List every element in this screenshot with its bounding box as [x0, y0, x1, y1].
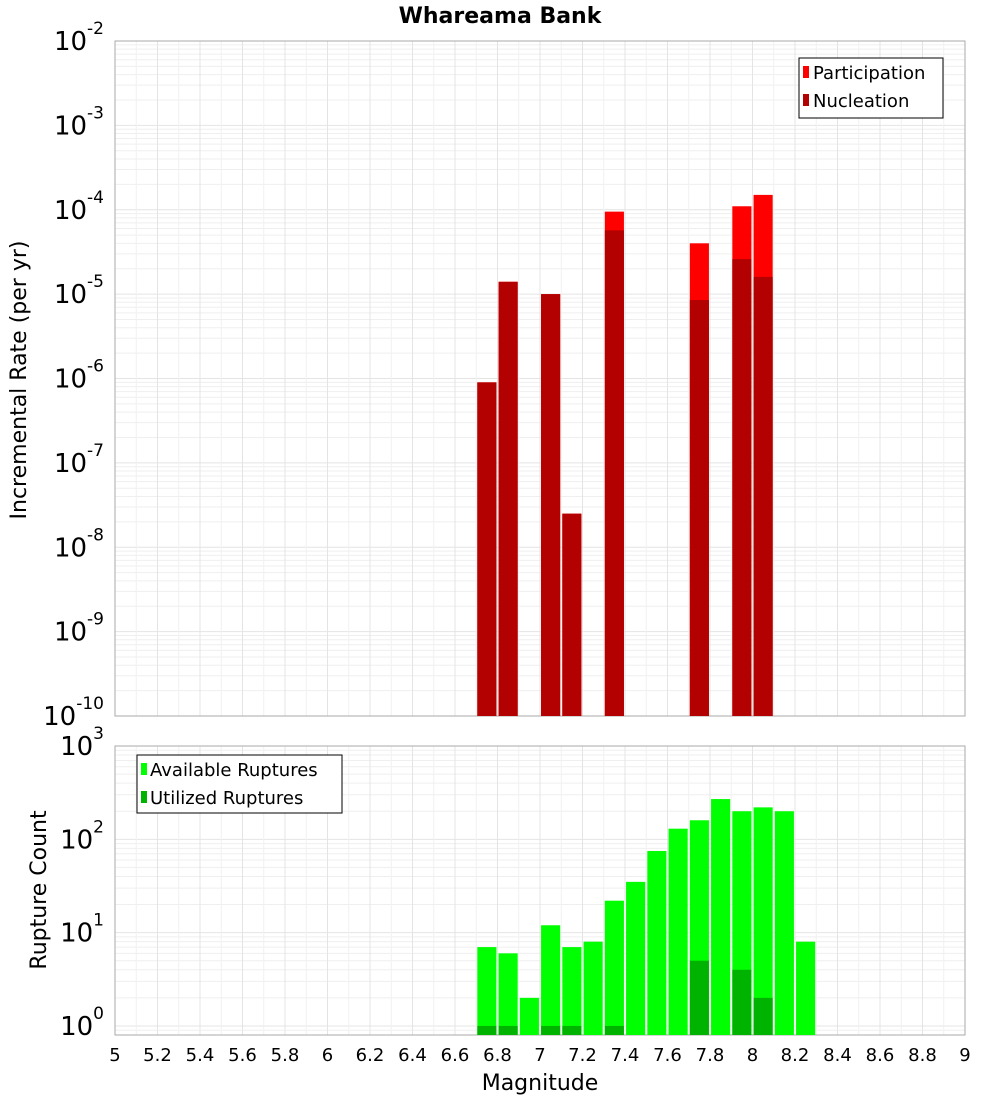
rate-legend-box: [798, 57, 944, 119]
x-tick-label: 8.6: [866, 1045, 895, 1066]
x-tick-label: 6.8: [483, 1045, 512, 1066]
participation-legend-label: Participation: [813, 63, 925, 84]
x-tick-label: 9: [959, 1045, 970, 1066]
utilized-rupture-bar: [689, 960, 709, 1035]
nucleation-bar: [562, 513, 582, 716]
utilized-rupture-bar: [562, 1025, 582, 1035]
x-tick-label: 5.4: [186, 1045, 215, 1066]
x-tick-label: 8.8: [908, 1045, 937, 1066]
available-rupture-bar: [498, 953, 518, 1035]
x-tick-label: 8.2: [781, 1045, 810, 1066]
utilized-rupture-bar: [604, 1025, 624, 1035]
count-legend-box: [136, 754, 343, 814]
available-rupture-bar: [541, 925, 561, 1035]
x-tick-label: 7.2: [568, 1045, 597, 1066]
chart-title: Whareama Bank: [399, 4, 603, 29]
nucleation-bar: [477, 382, 497, 716]
rate-y-tick-label: 10-9: [54, 610, 104, 648]
nucleation-bar: [753, 276, 773, 716]
nucleation-bar: [689, 300, 709, 716]
x-tick-label: 5.6: [228, 1045, 257, 1066]
count-y-tick-label: 102: [60, 817, 104, 855]
utilized-rupture-bars: [477, 960, 773, 1035]
count-grid: [114, 745, 966, 1036]
x-tick-label: 8: [747, 1045, 758, 1066]
x-tick-label: 6.4: [398, 1045, 427, 1066]
count-plot-frame: [114, 745, 966, 1036]
rate-y-tick-label: 10-2: [54, 19, 104, 57]
nucleation-legend-label: Nucleation: [813, 91, 909, 112]
utilized-legend-swatch: [141, 791, 147, 803]
utilized-rupture-bar: [541, 1025, 561, 1035]
rate-grid: [114, 40, 966, 717]
nucleation-bar: [732, 259, 752, 716]
nucleation-bars: [477, 230, 773, 716]
x-tick-label: 6.2: [356, 1045, 385, 1066]
rate-y-tick-label: 10-4: [54, 188, 104, 226]
rate-y-axis-label: Incremental Rate (per yr): [7, 241, 32, 520]
available-rupture-bar: [583, 941, 603, 1035]
rate-y-tick-label: 10-7: [54, 441, 104, 479]
utilized-rupture-bar: [753, 997, 773, 1035]
available-legend-swatch: [141, 763, 147, 775]
available-rupture-bar: [753, 807, 773, 1035]
x-axis-label: Magnitude: [482, 1071, 599, 1096]
count-y-axis-label: Rupture Count: [27, 810, 52, 970]
count-legend: Available Ruptures Utilized Ruptures: [136, 754, 343, 814]
available-rupture-bar: [711, 799, 731, 1035]
x-tick-label: 5.8: [271, 1045, 300, 1066]
count-y-tick-label: 101: [60, 911, 104, 949]
nucleation-legend-swatch: [803, 94, 809, 106]
nucleation-bar: [541, 294, 561, 716]
nucleation-bar: [604, 230, 624, 716]
x-tick-label: 5.2: [143, 1045, 172, 1066]
rate-y-tick-label: 10-6: [54, 357, 104, 395]
available-legend-label: Available Ruptures: [150, 760, 318, 781]
x-tick-label: 6.6: [441, 1045, 470, 1066]
utilized-rupture-bar: [498, 1025, 518, 1035]
rate-legend: Participation Nucleation: [798, 57, 944, 119]
available-rupture-bar: [668, 828, 688, 1035]
utilized-legend-label: Utilized Ruptures: [150, 788, 303, 809]
available-rupture-bar: [626, 881, 646, 1035]
x-tick-label: 6: [322, 1045, 333, 1066]
x-tick-label: 7.6: [653, 1045, 682, 1066]
available-rupture-bar: [796, 941, 816, 1035]
rate-y-tick-label: 10-5: [54, 272, 104, 310]
available-rupture-bars: [477, 799, 816, 1035]
x-tick-label: 7: [534, 1045, 545, 1066]
rate-y-tick-label: 10-8: [54, 525, 104, 563]
available-rupture-bar: [477, 947, 497, 1035]
utilized-rupture-bar: [732, 969, 752, 1035]
available-rupture-bar: [647, 850, 667, 1035]
utilized-rupture-bar: [477, 1025, 497, 1035]
count-y-tick-label: 100: [60, 1004, 104, 1042]
x-tick-label: 8.4: [823, 1045, 852, 1066]
x-tick-label: 7.4: [611, 1045, 640, 1066]
available-rupture-bar: [604, 900, 624, 1035]
x-tick-label: 5: [109, 1045, 120, 1066]
available-rupture-bar: [562, 947, 582, 1035]
rate-y-tick-label: 10-3: [54, 103, 104, 141]
nucleation-bar: [498, 281, 518, 716]
available-rupture-bar: [519, 997, 539, 1035]
x-tick-label: 7.8: [696, 1045, 725, 1066]
available-rupture-bar: [774, 811, 794, 1035]
magnitude-tick-labels: 5 5.2 5.4 5.6 5.8 6 6.2 6.4 6.6 6.8 7 7.2 7.4 7.6 7.8 8…: [109, 1045, 970, 1066]
rate-plot-frame: [114, 40, 966, 717]
participation-legend-swatch: [803, 66, 809, 78]
